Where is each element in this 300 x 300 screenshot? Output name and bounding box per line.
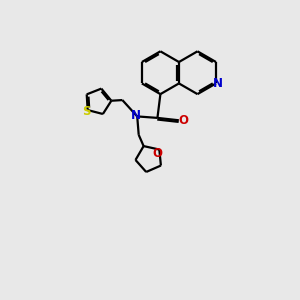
Text: N: N xyxy=(213,77,223,90)
Text: O: O xyxy=(153,147,163,160)
Text: S: S xyxy=(82,105,90,118)
Text: O: O xyxy=(178,114,188,127)
Text: N: N xyxy=(131,109,141,122)
